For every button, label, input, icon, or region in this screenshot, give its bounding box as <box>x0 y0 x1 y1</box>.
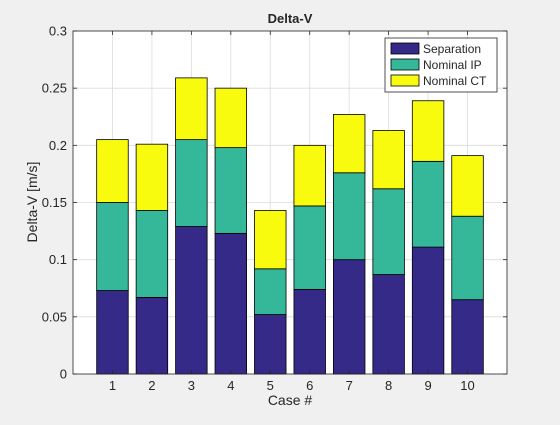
legend-swatch <box>390 42 420 55</box>
bar-segment-nominal-ip-case-4 <box>214 147 247 234</box>
bar-segment-nominal-ct-case-1 <box>96 139 129 203</box>
y-tick-label: 0 <box>60 367 67 382</box>
y-tick-label: 0.05 <box>42 309 67 324</box>
x-tick-label: 10 <box>460 378 474 393</box>
bars <box>96 77 484 375</box>
x-tick-label: 1 <box>109 378 116 393</box>
bar-segment-nominal-ct-case-4 <box>214 87 247 149</box>
x-tick-label: 2 <box>148 378 155 393</box>
y-tick-label: 0.25 <box>42 81 67 96</box>
bar-segment-separation-case-2 <box>135 296 169 375</box>
legend-label: Nominal CT <box>423 74 487 88</box>
legend: Separation Nominal IP Nominal CT <box>384 37 498 93</box>
bar-segment-separation-case-1 <box>96 290 129 375</box>
bar-segment-nominal-ct-case-3 <box>175 77 208 141</box>
bar-segment-nominal-ip-case-2 <box>135 210 169 298</box>
x-tick-label: 6 <box>306 378 313 393</box>
bar-segment-separation-case-7 <box>332 259 366 375</box>
bar-segment-nominal-ip-case-10 <box>451 215 484 301</box>
bar-segment-nominal-ip-case-1 <box>96 202 129 291</box>
x-tick-label: 4 <box>227 378 234 393</box>
legend-swatch <box>390 58 420 71</box>
chart-title: Delta-V <box>268 11 313 26</box>
bar-segment-nominal-ct-case-2 <box>135 143 169 211</box>
x-tick-label: 5 <box>267 378 274 393</box>
x-tick-label: 8 <box>385 378 392 393</box>
bar-segment-nominal-ip-case-5 <box>254 268 287 315</box>
bar-segment-separation-case-8 <box>372 274 405 375</box>
bar-segment-nominal-ip-case-7 <box>332 172 366 261</box>
bar-segment-separation-case-5 <box>254 314 287 375</box>
axes: 1 2 3 4 5 6 7 8 9 10 0 0.05 0.1 0.15 0.2 0.25 0.3 <box>42 24 507 393</box>
y-tick-label: 0.1 <box>49 252 67 267</box>
bar-segment-nominal-ip-case-3 <box>175 139 208 227</box>
bar-segment-separation-case-10 <box>451 299 484 375</box>
bar-segment-nominal-ct-case-8 <box>372 130 405 190</box>
bar-segment-nominal-ct-case-9 <box>411 100 445 162</box>
bar-segment-nominal-ct-case-5 <box>254 210 287 270</box>
bar-segment-separation-case-4 <box>214 232 247 375</box>
x-axis-label: Case # <box>268 392 313 408</box>
bar-segment-nominal-ct-case-7 <box>332 114 366 174</box>
y-axis-label: Delta-V [m/s] <box>24 162 40 243</box>
x-tick-label: 7 <box>346 378 353 393</box>
bar-segment-nominal-ip-case-8 <box>372 188 405 275</box>
bar-segment-separation-case-3 <box>175 226 208 375</box>
legend-swatch <box>390 74 420 87</box>
bar-segment-separation-case-9 <box>411 246 445 375</box>
x-tick-label: 9 <box>424 378 431 393</box>
bar-segment-nominal-ip-case-9 <box>411 160 445 248</box>
y-tick-label: 0.3 <box>49 24 67 39</box>
legend-label: Separation <box>423 42 481 56</box>
legend-label: Nominal IP <box>423 58 482 72</box>
bar-segment-nominal-ip-case-6 <box>293 205 326 290</box>
x-tick-label: 3 <box>188 378 195 393</box>
bar-segment-nominal-ct-case-10 <box>451 155 484 217</box>
bar-segment-separation-case-6 <box>293 288 326 375</box>
y-tick-label: 0.2 <box>49 138 67 153</box>
bar-segment-nominal-ct-case-6 <box>293 144 326 207</box>
y-tick-label: 0.15 <box>42 195 67 210</box>
